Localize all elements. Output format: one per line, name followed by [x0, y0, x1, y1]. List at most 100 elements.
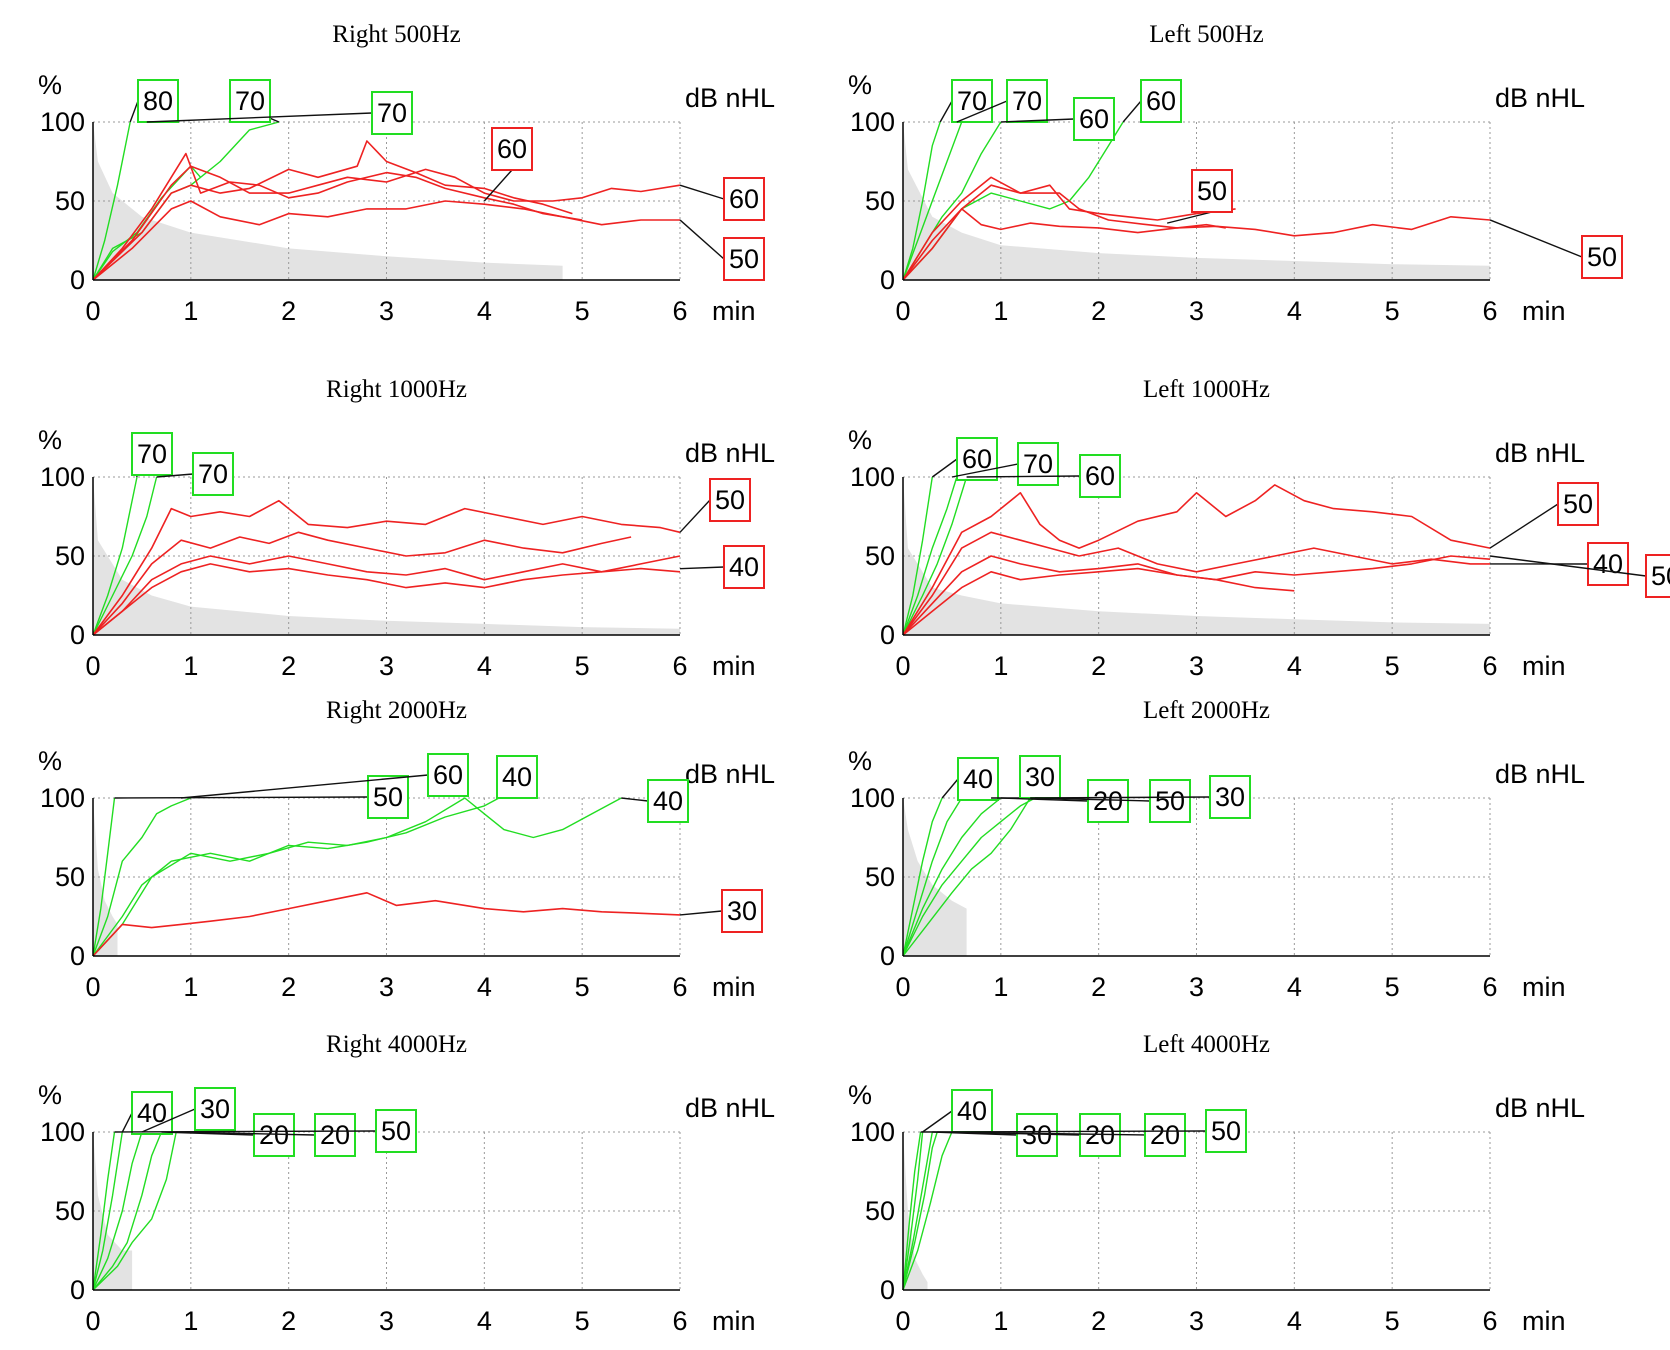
- chart-svg: Right 2000Hz 0 50 100 0 1 2 3 4 5 6% min dB nHL 50 60 4…: [38, 697, 775, 1002]
- level-label-text: 60: [1085, 461, 1115, 491]
- series-line: [902, 797, 963, 957]
- x-tick-label: 5: [1385, 651, 1400, 681]
- y-axis-label: %: [38, 425, 62, 455]
- y-tick-label: 50: [55, 186, 85, 216]
- level-label-box: [956, 437, 998, 481]
- x-tick-label: 5: [575, 651, 590, 681]
- series-line: [92, 476, 158, 636]
- level-label-box: [1581, 235, 1623, 279]
- label-leader-line: [121, 1112, 133, 1133]
- x-tick-label: 2: [1091, 1306, 1106, 1336]
- series-line: [92, 1131, 177, 1291]
- x-axis-label: min: [712, 296, 756, 326]
- level-label-box: [1144, 1113, 1186, 1157]
- unit-label: dB nHL: [1495, 1093, 1585, 1123]
- chart-panel: Left 1000Hz 0 50 100 0 1 2 3 4 5 6% min dB nHL 60 70 60…: [810, 355, 1670, 685]
- level-label-text: 60: [497, 134, 527, 164]
- level-label-text: 70: [1023, 449, 1053, 479]
- y-axis-label: %: [38, 70, 62, 100]
- series-line: [902, 476, 933, 636]
- y-tick-label: 50: [865, 1196, 895, 1226]
- x-tick-label: 1: [183, 296, 198, 326]
- level-label-box: [367, 775, 409, 819]
- level-label-box: [721, 889, 763, 933]
- series-line: [902, 567, 1295, 636]
- label-leader-line: [679, 499, 711, 533]
- y-tick-label: 0: [880, 1275, 895, 1305]
- level-label-box: [1140, 79, 1182, 123]
- y-tick-label: 0: [70, 1275, 85, 1305]
- label-leader-line: [483, 169, 513, 202]
- level-label-box: [723, 237, 765, 281]
- chart-panel: Left 500Hz 0 50 100 0 1 2 3 4 5 6% min dB nHL 70 70 60 6…: [810, 0, 1623, 330]
- level-label-box: [1149, 779, 1191, 823]
- series-line: [92, 1131, 143, 1291]
- series-line: [902, 1131, 953, 1291]
- series-line: [92, 531, 632, 636]
- x-tick-label: 0: [895, 1306, 910, 1336]
- chart-title: Left 500Hz: [1149, 21, 1264, 48]
- label-leader-line: [941, 778, 959, 799]
- x-axis-label: min: [1522, 296, 1566, 326]
- background-area: [903, 122, 1490, 280]
- x-tick-label: 0: [85, 1306, 100, 1336]
- level-label-text: 60: [433, 760, 463, 790]
- x-tick-label: 6: [1482, 972, 1497, 1002]
- x-tick-label: 2: [281, 651, 296, 681]
- background-area: [903, 477, 1490, 635]
- x-axis-label: min: [712, 1306, 756, 1336]
- level-label-text: 50: [1211, 1116, 1241, 1146]
- level-label-box: [194, 1087, 236, 1131]
- x-tick-label: 4: [1287, 296, 1302, 326]
- chart-title: Right 500Hz: [332, 21, 460, 48]
- y-tick-label: 100: [40, 783, 85, 813]
- x-tick-label: 5: [1385, 1306, 1400, 1336]
- x-tick-label: 3: [1189, 1306, 1204, 1336]
- y-tick-label: 100: [850, 1117, 895, 1147]
- level-label-text: 70: [1012, 86, 1042, 116]
- level-label-text: 40: [729, 552, 759, 582]
- chart-panel: Right 1000Hz 0 50 100 0 1 2 3 4 5 6% min dB nHL 70 70 5…: [0, 355, 800, 685]
- label-leader-line: [679, 219, 725, 260]
- level-label-text: 30: [1022, 1120, 1052, 1150]
- level-label-box: [1587, 542, 1629, 586]
- level-label-text: 40: [1593, 549, 1623, 579]
- chart-title: Right 1000Hz: [326, 376, 467, 403]
- series-line: [902, 476, 968, 636]
- x-tick-label: 5: [1385, 296, 1400, 326]
- y-axis-label: %: [848, 1080, 872, 1110]
- series-line: [92, 140, 573, 281]
- y-tick-label: 50: [865, 541, 895, 571]
- y-axis-label: %: [848, 425, 872, 455]
- y-tick-label: 50: [865, 186, 895, 216]
- y-axis-label: %: [848, 746, 872, 776]
- series-line: [902, 797, 1002, 957]
- series-line: [92, 1131, 163, 1291]
- label-leader-line: [922, 1110, 953, 1133]
- y-tick-label: 100: [40, 462, 85, 492]
- x-tick-label: 1: [183, 972, 198, 1002]
- x-tick-label: 3: [1189, 296, 1204, 326]
- label-leader-line: [966, 475, 1081, 478]
- series-line: [92, 555, 681, 636]
- series-line: [92, 476, 138, 636]
- level-label-text: 20: [1093, 786, 1123, 816]
- level-label-text: 50: [1563, 489, 1593, 519]
- label-leader-line: [114, 1130, 377, 1133]
- series-line: [902, 121, 941, 281]
- level-label-text: 40: [963, 764, 993, 794]
- level-label-box: [957, 757, 999, 801]
- label-leader-line: [931, 458, 958, 478]
- y-tick-label: 0: [880, 265, 895, 295]
- x-tick-label: 5: [575, 296, 590, 326]
- level-label-text: 30: [1025, 762, 1055, 792]
- label-leader-line: [1489, 555, 1647, 577]
- y-tick-label: 100: [40, 1117, 85, 1147]
- x-tick-label: 4: [1287, 972, 1302, 1002]
- level-label-text: 40: [957, 1096, 987, 1126]
- x-tick-label: 4: [477, 651, 492, 681]
- series-line: [92, 797, 116, 957]
- x-tick-label: 6: [672, 651, 687, 681]
- x-axis-label: min: [712, 972, 756, 1002]
